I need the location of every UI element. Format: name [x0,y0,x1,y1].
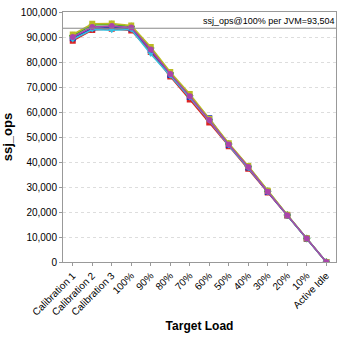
svg-text:40,000: 40,000 [26,157,57,168]
svg-text:100,000: 100,000 [21,7,58,18]
svg-text:ssj_ops: ssj_ops [0,113,15,161]
svg-text:10,000: 10,000 [26,232,57,243]
svg-text:60,000: 60,000 [26,107,57,118]
svg-text:Calibration 2: Calibration 2 [50,270,98,318]
svg-text:Target Load: Target Load [166,319,234,333]
svg-text:40%: 40% [231,270,253,292]
svg-text:20%: 20% [270,270,292,292]
svg-text:50,000: 50,000 [26,132,57,143]
svg-text:Calibration 3: Calibration 3 [69,270,117,318]
svg-text:70,000: 70,000 [26,82,57,93]
svg-text:ssj_ops@100% per JVM=93,504: ssj_ops@100% per JVM=93,504 [203,16,334,26]
svg-text:80,000: 80,000 [26,57,57,68]
svg-text:30,000: 30,000 [26,182,57,193]
svg-text:10%: 10% [290,270,312,292]
svg-text:0: 0 [51,257,57,268]
svg-text:80%: 80% [153,270,175,292]
svg-text:100%: 100% [110,270,136,296]
svg-text:70%: 70% [173,270,195,292]
svg-text:Calibration 1: Calibration 1 [30,270,78,318]
svg-text:20,000: 20,000 [26,207,57,218]
svg-text:90%: 90% [134,270,156,292]
svg-text:50%: 50% [212,270,234,292]
svg-text:30%: 30% [251,270,273,292]
svg-text:90,000: 90,000 [26,32,57,43]
svg-text:Active Idle: Active Idle [291,270,332,311]
svg-text:60%: 60% [192,270,214,292]
